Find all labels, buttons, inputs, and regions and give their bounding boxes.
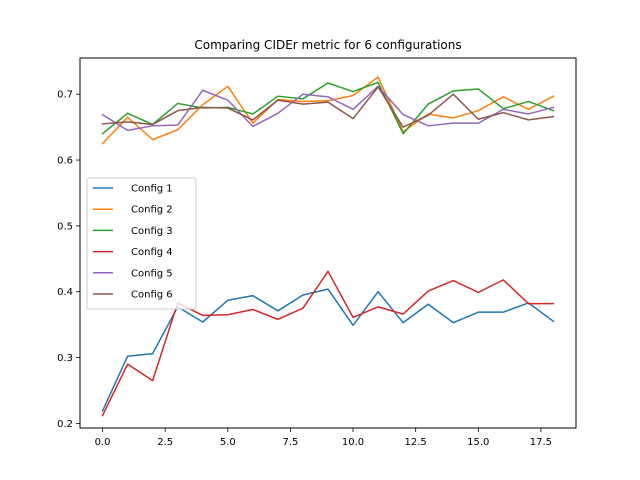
legend-label-config-3: Config 3 xyxy=(131,226,173,237)
x-tick-label: 15.0 xyxy=(467,437,489,448)
x-tick-label: 0.0 xyxy=(95,437,111,448)
series-line-config-2 xyxy=(101,76,555,145)
legend-label-config-4: Config 4 xyxy=(131,247,173,258)
y-tick-label: 0.4 xyxy=(57,287,73,298)
x-tick-label: 12.5 xyxy=(405,437,427,448)
x-tick-label: 7.5 xyxy=(282,437,298,448)
x-tick-label: 2.5 xyxy=(157,437,173,448)
legend-label-config-1: Config 1 xyxy=(131,184,173,195)
x-tick-label: 17.5 xyxy=(530,437,552,448)
x-tick-label: 5.0 xyxy=(220,437,236,448)
y-axis: 0.2 0.3 0.4 0.5 0.6 0.7 xyxy=(57,90,80,430)
legend: Config 1 Config 2 Config 3 Config 4 Config 5… xyxy=(86,177,197,310)
y-tick-label: 0.2 xyxy=(57,419,73,430)
y-tick-label: 0.7 xyxy=(57,90,73,101)
series-line-config-3 xyxy=(101,81,555,135)
plot-frame xyxy=(79,57,577,429)
x-tick-label: 10.0 xyxy=(342,437,364,448)
legend-label-config-5: Config 5 xyxy=(131,268,173,279)
series-line-config-5 xyxy=(101,85,555,132)
legend-label-config-6: Config 6 xyxy=(131,290,173,301)
y-tick-label: 0.6 xyxy=(57,156,73,167)
x-axis: 0.0 2.5 5.0 7.5 10.0 12.5 15.0 17.5 xyxy=(95,428,552,448)
y-tick-label: 0.3 xyxy=(57,353,73,364)
y-tick-label: 0.5 xyxy=(57,221,73,232)
series-line-config-6 xyxy=(101,86,555,128)
legend-box xyxy=(86,177,197,310)
legend-label-config-2: Config 2 xyxy=(131,205,173,216)
chart-title: Comparing CIDEr metric for 6 configurati… xyxy=(194,38,461,52)
